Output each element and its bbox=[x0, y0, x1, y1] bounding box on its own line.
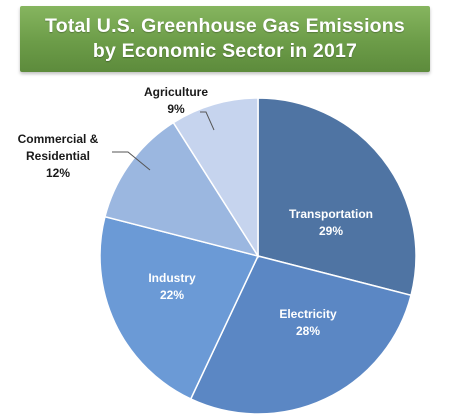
slice-name-commercial-residential: Residential bbox=[26, 149, 90, 163]
slice-label-industry: Industry 22% bbox=[148, 271, 196, 302]
slice-name-industry: Industry bbox=[148, 271, 196, 285]
slice-value-electricity: 28% bbox=[296, 324, 320, 338]
leader-line-agriculture bbox=[200, 111, 215, 131]
leader-line-commercial-residential bbox=[112, 151, 151, 171]
slice-label-commercial-residential: Commercial & Residential 12% bbox=[18, 132, 99, 180]
slice-value-industry: 22% bbox=[160, 288, 184, 302]
chart-title-line-1: Total U.S. Greenhouse Gas Emissions bbox=[45, 15, 405, 37]
pie-slice-transportation bbox=[257, 97, 417, 297]
slice-label-transportation: Transportation 29% bbox=[289, 207, 373, 238]
slice-name-agriculture: Agriculture bbox=[144, 85, 208, 99]
slice-value-agriculture: 9% bbox=[167, 102, 185, 116]
slice-label-agriculture: Agriculture 9% bbox=[144, 85, 208, 116]
slice-name-transportation: Transportation bbox=[289, 207, 373, 221]
slice-name-commercial-residential: Commercial & bbox=[18, 132, 99, 146]
slice-label-electricity: Electricity 28% bbox=[279, 307, 337, 338]
pie-slice-commercial-residential bbox=[104, 121, 260, 258]
pie-slice-industry bbox=[99, 215, 260, 400]
slice-name-electricity: Electricity bbox=[279, 307, 337, 321]
pie-slice-electricity bbox=[189, 255, 412, 415]
slice-value-transportation: 29% bbox=[319, 224, 343, 238]
chart-title-banner: Total U.S. Greenhouse Gas Emissions by E… bbox=[20, 6, 430, 72]
slice-value-commercial-residential: 12% bbox=[46, 166, 70, 180]
chart-title-line-2: by Economic Sector in 2017 bbox=[92, 40, 358, 62]
pie-slice-agriculture bbox=[172, 97, 259, 259]
